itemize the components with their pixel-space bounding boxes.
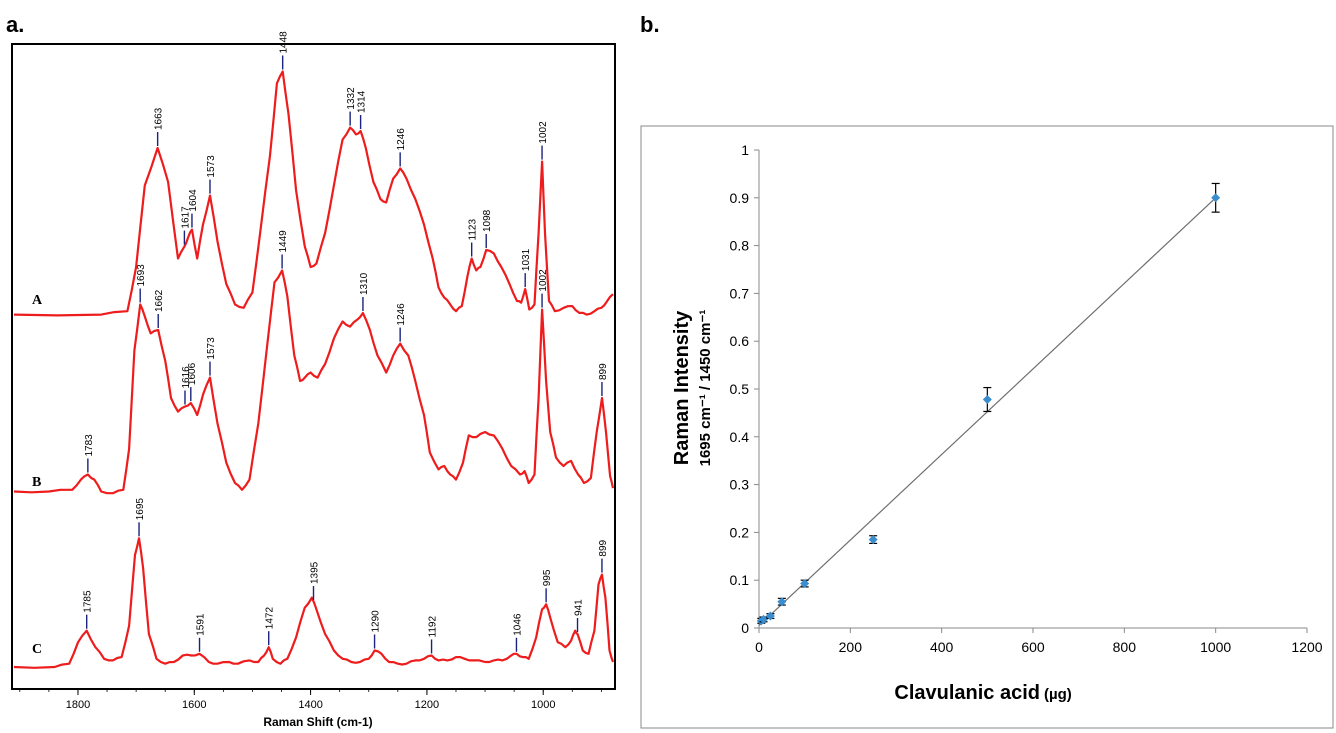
peak-label: 1002 bbox=[538, 121, 549, 144]
peak-label: 1332 bbox=[346, 87, 357, 110]
calibration-chart: 0 0.1 0.2 0.3 0.4 0.5 0.6 0.7 0.8 0.9 1 0 200 400 600 8… bbox=[640, 125, 1334, 729]
y-tick-label: 0.2 bbox=[730, 524, 750, 540]
panel-label-b: b. bbox=[640, 12, 660, 37]
y-axis-label-line1: Raman Intensity bbox=[671, 310, 693, 465]
data-point bbox=[1211, 193, 1221, 203]
peak-label: 1662 bbox=[154, 289, 165, 312]
data-point bbox=[800, 579, 810, 589]
peak-label: 1031 bbox=[521, 248, 532, 271]
y-tick-label: 0.8 bbox=[730, 238, 750, 254]
calibration-frame bbox=[640, 125, 1334, 729]
y-tick-label: 0.3 bbox=[730, 477, 750, 493]
y-tick-label: 0.5 bbox=[730, 381, 750, 397]
peak-label: 1449 bbox=[278, 230, 289, 253]
spectrum-label-A: A bbox=[32, 293, 43, 308]
y-tick-label: 1 bbox=[741, 142, 749, 158]
x-tick-label-b: 1000 bbox=[1200, 639, 1231, 655]
peak-label: 1395 bbox=[310, 561, 321, 584]
y-tick-label: 0 bbox=[741, 620, 749, 636]
peak-label: 1783 bbox=[84, 434, 95, 457]
peak-label: 1616 bbox=[181, 366, 192, 389]
peak-label: 1663 bbox=[154, 107, 165, 130]
y-tick-label: 0.7 bbox=[730, 285, 750, 301]
peak-label: 1693 bbox=[136, 264, 147, 287]
spectrum-line-A bbox=[13, 70, 614, 317]
peak-label: 1192 bbox=[428, 616, 439, 638]
data-point bbox=[777, 597, 787, 607]
peak-label: 1695 bbox=[135, 498, 146, 521]
x-tick-label: 1600 bbox=[182, 699, 206, 711]
x-tick-label-b: 800 bbox=[1113, 639, 1137, 655]
peak-label: 1591 bbox=[196, 613, 207, 636]
peak-label: 1606 bbox=[187, 362, 198, 385]
x-tick-label: 1400 bbox=[298, 699, 322, 711]
peak-label: 1046 bbox=[513, 613, 524, 636]
peak-label: 899 bbox=[598, 363, 609, 380]
spectrum-line-B bbox=[13, 269, 615, 495]
x-tick-label: 1000 bbox=[531, 699, 555, 711]
data-point bbox=[868, 535, 878, 545]
peak-label: 941 bbox=[574, 599, 585, 616]
spectrum-label-C: C bbox=[32, 642, 42, 657]
peak-label: 1290 bbox=[371, 610, 382, 633]
y-axis-label-line2: 1695 cm⁻¹ / 1450 cm⁻¹ bbox=[697, 310, 714, 467]
peak-label: 1785 bbox=[83, 590, 94, 613]
x-tick-label-b: 600 bbox=[1021, 639, 1045, 655]
spectrum-label-B: B bbox=[32, 475, 41, 490]
peak-label: 1246 bbox=[396, 128, 407, 151]
data-point bbox=[765, 611, 775, 621]
x-axis-label-b: Clavulanic acid bbox=[894, 682, 1040, 704]
x-tick-label: 1800 bbox=[66, 699, 90, 711]
peak-label: 1617 bbox=[180, 206, 191, 229]
spectrum-line-C bbox=[13, 537, 615, 669]
data-point bbox=[982, 395, 992, 405]
peak-label: 1604 bbox=[188, 189, 199, 212]
peak-label: 1573 bbox=[206, 337, 217, 360]
peak-label: 1573 bbox=[206, 155, 217, 178]
peak-label: 1098 bbox=[482, 209, 493, 232]
panel-label-a: a. bbox=[6, 12, 24, 37]
peak-label: 1472 bbox=[265, 607, 276, 630]
peak-label: 1002 bbox=[538, 269, 549, 292]
y-tick-label: 0.1 bbox=[730, 572, 750, 588]
peak-label: 995 bbox=[542, 569, 553, 586]
peak-label: 1123 bbox=[468, 219, 479, 241]
x-tick-label-b: 0 bbox=[755, 639, 763, 655]
x-tick-label: 1200 bbox=[415, 699, 439, 711]
peak-label: 1314 bbox=[357, 90, 368, 113]
x-tick-label-b: 400 bbox=[930, 639, 954, 655]
y-tick-label: 0.6 bbox=[730, 333, 750, 349]
x-axis-unit-b: (µg) bbox=[1044, 686, 1072, 703]
peak-label: 1310 bbox=[359, 272, 370, 295]
peak-label: 1246 bbox=[396, 303, 407, 326]
x-tick-label-b: 200 bbox=[839, 639, 863, 655]
y-tick-label: 0.4 bbox=[730, 429, 750, 445]
x-tick-label-b: 1200 bbox=[1291, 639, 1322, 655]
peak-label: 899 bbox=[598, 539, 609, 556]
y-tick-label: 0.9 bbox=[730, 190, 750, 206]
peak-label: 1448 bbox=[279, 31, 290, 54]
data-point bbox=[759, 614, 769, 624]
x-axis-label: Raman Shift (cm-1) bbox=[263, 715, 372, 729]
